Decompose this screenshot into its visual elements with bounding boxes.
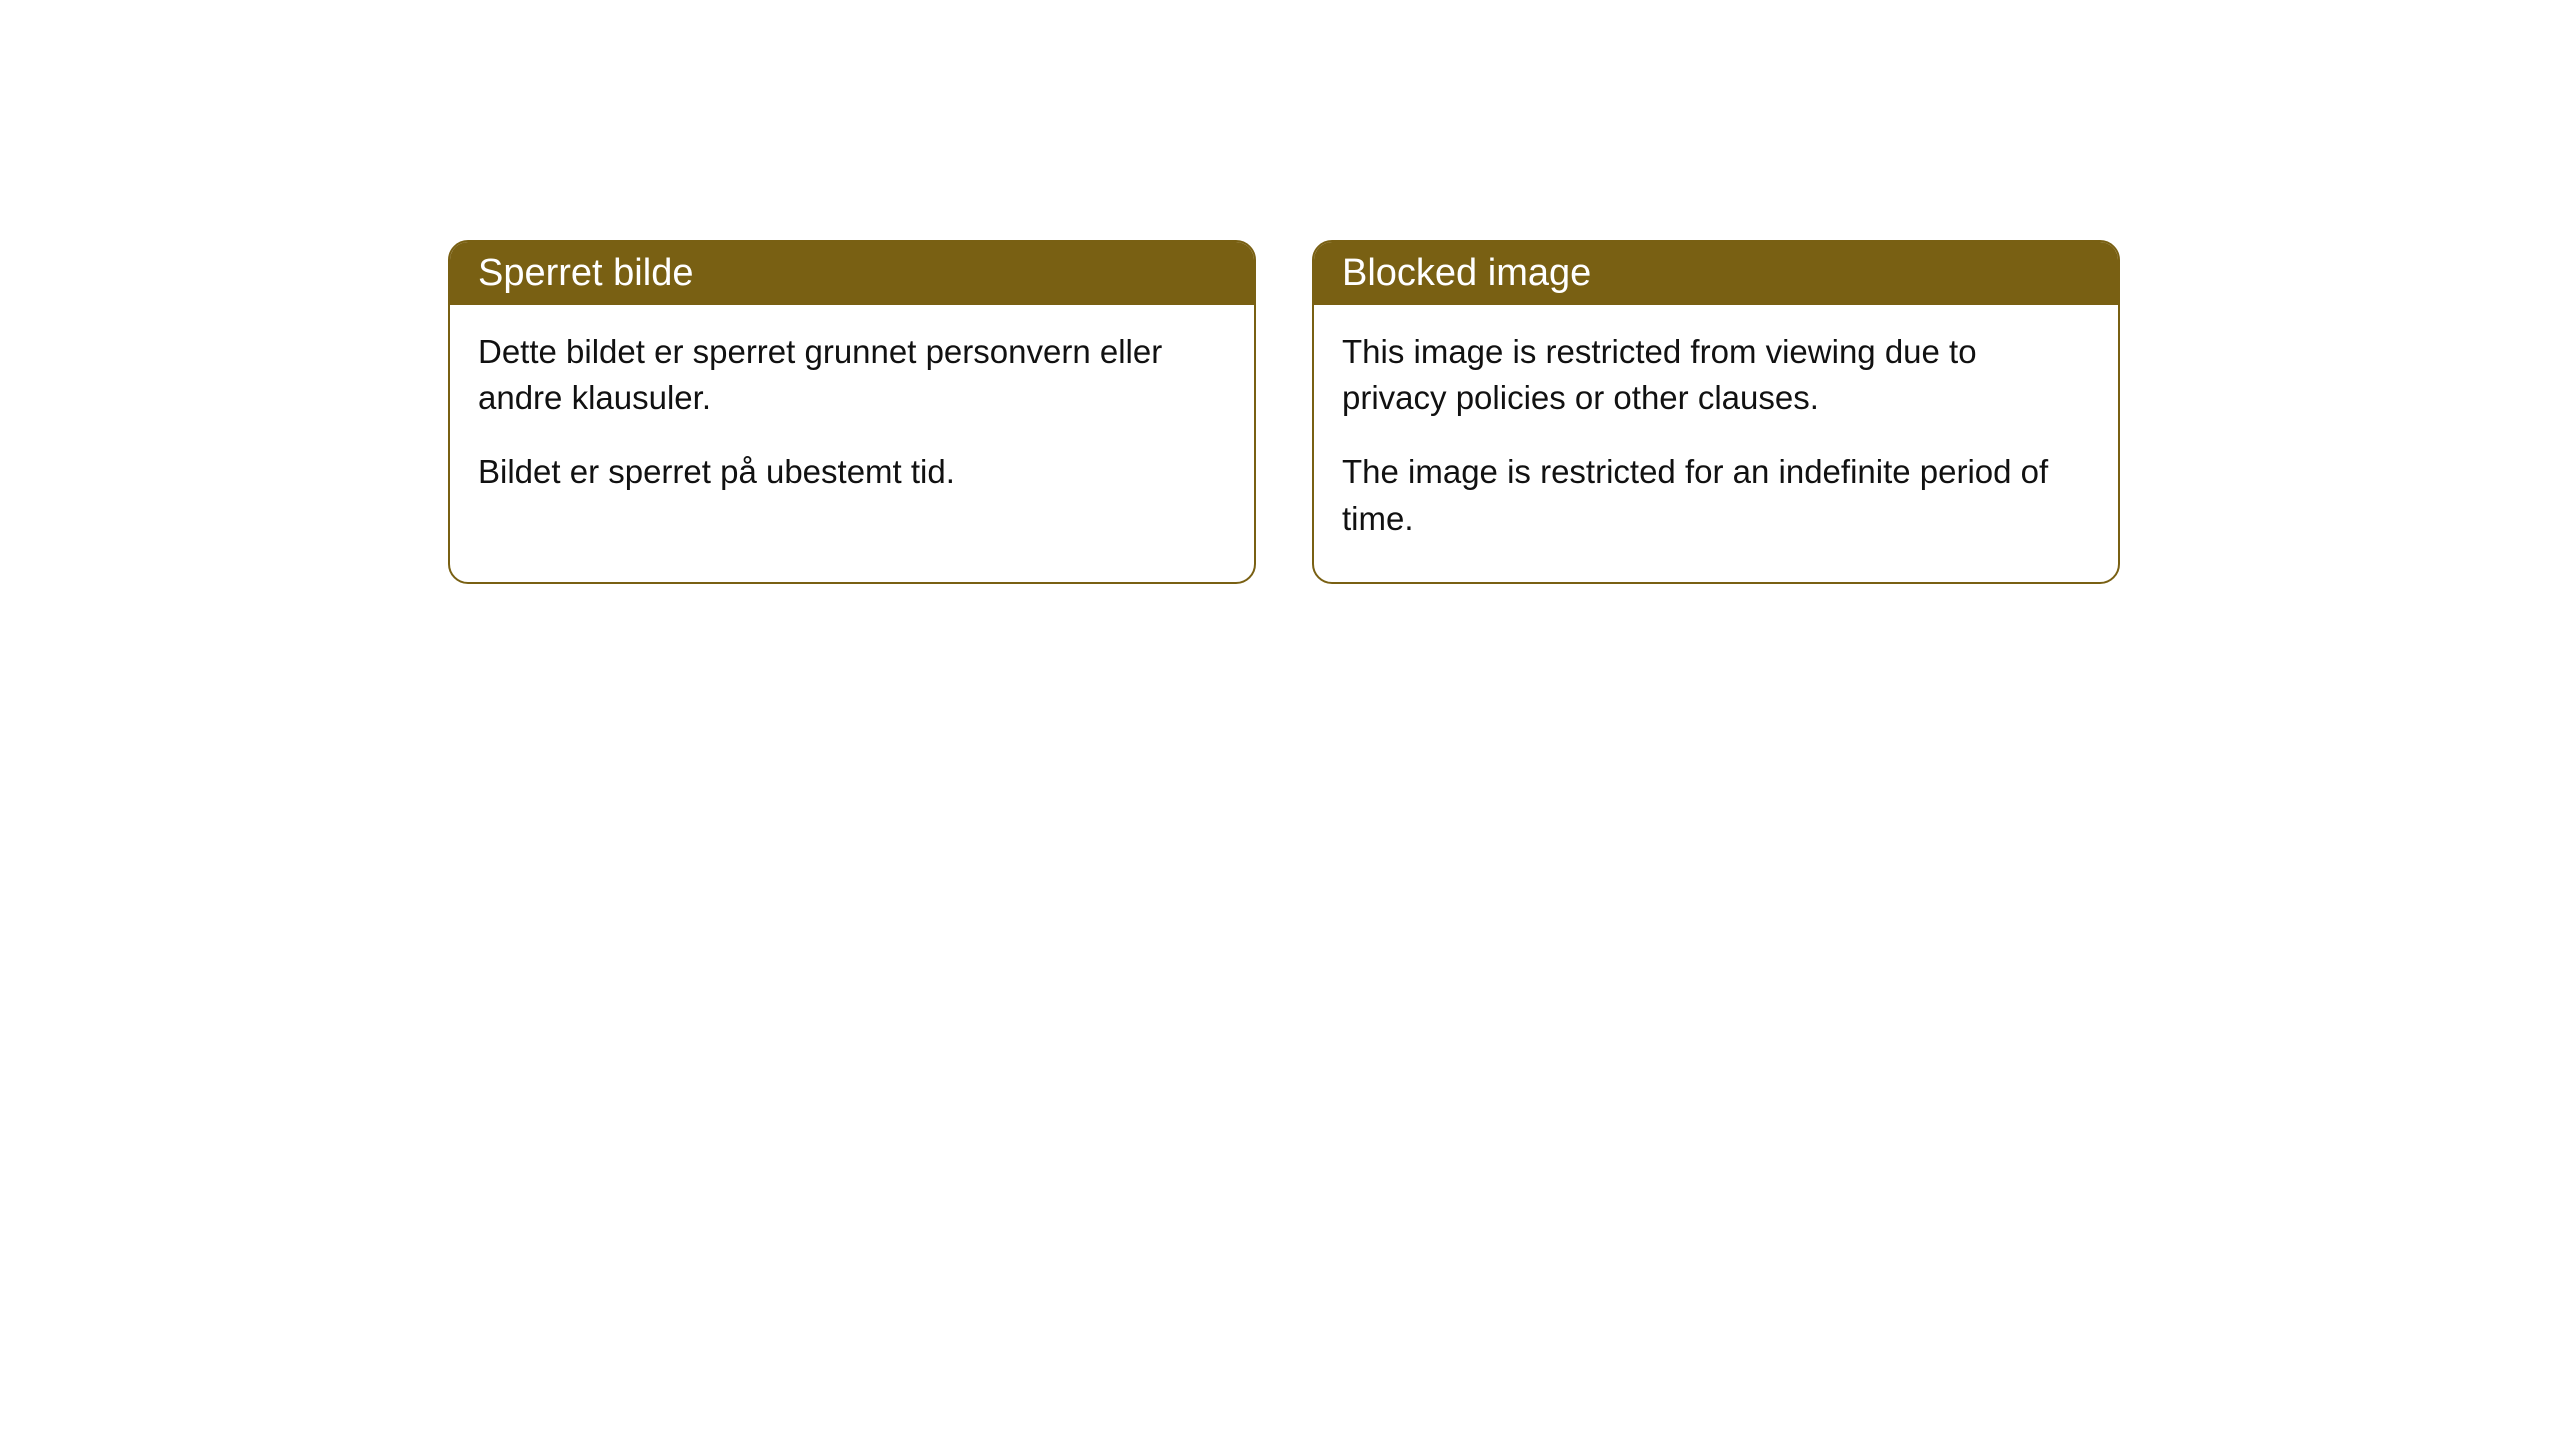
card-norwegian: Sperret bilde Dette bildet er sperret gr… [448, 240, 1256, 584]
card-body-norwegian: Dette bildet er sperret grunnet personve… [450, 305, 1254, 536]
cards-container: Sperret bilde Dette bildet er sperret gr… [448, 240, 2120, 584]
card-title-english: Blocked image [1342, 252, 1591, 294]
card-body-english: This image is restricted from viewing du… [1314, 305, 2118, 582]
card-header-english: Blocked image [1314, 242, 2118, 305]
card-paragraph2-norwegian: Bildet er sperret på ubestemt tid. [478, 449, 1226, 495]
card-paragraph2-english: The image is restricted for an indefinit… [1342, 449, 2090, 541]
card-paragraph1-norwegian: Dette bildet er sperret grunnet personve… [478, 329, 1226, 421]
card-english: Blocked image This image is restricted f… [1312, 240, 2120, 584]
card-paragraph1-english: This image is restricted from viewing du… [1342, 329, 2090, 421]
card-title-norwegian: Sperret bilde [478, 252, 693, 294]
card-header-norwegian: Sperret bilde [450, 242, 1254, 305]
